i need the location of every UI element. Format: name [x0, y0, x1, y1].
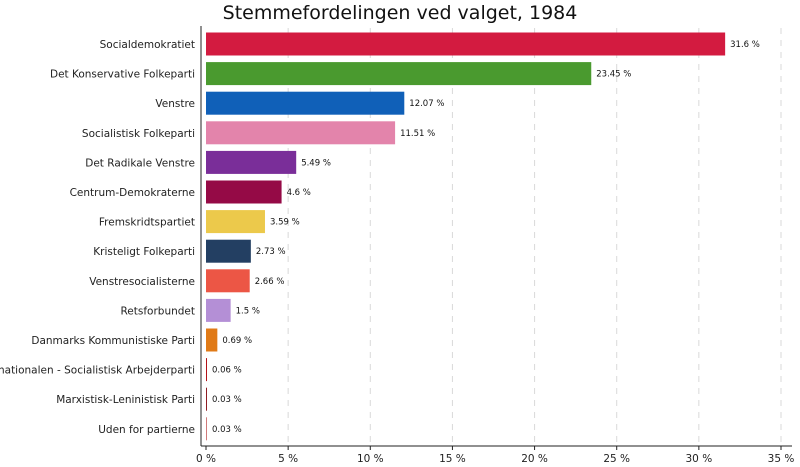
category-labels: Socialdemokratiet Det Konservative Folkep… [0, 39, 195, 436]
bar [206, 298, 231, 322]
value-label: 5.49 % [301, 158, 331, 168]
category-label: Uden for partierne [98, 424, 195, 436]
category-label: Socialdemokratiet [100, 39, 195, 51]
category-label: Venstresocialisterne [89, 276, 195, 288]
value-label: 2.66 % [255, 277, 285, 287]
bar [206, 210, 265, 234]
axes: 0 % 5 % 10 % 15 % 20 % 25 % 30 % 35 % [196, 26, 794, 465]
category-label: Centrum-Demokraterne [70, 187, 195, 199]
value-label: 0.69 % [222, 336, 252, 346]
x-tick-label: 35 % [768, 453, 795, 465]
value-label: 0.06 % [212, 366, 242, 376]
bars [206, 32, 726, 441]
category-label: Danmarks Kommunistiske Parti [31, 335, 195, 347]
value-label: 1.5 % [236, 306, 260, 316]
value-label: 12.07 % [409, 99, 444, 109]
category-label: Retsforbundet [120, 305, 195, 317]
x-tick-label: 0 % [196, 453, 216, 465]
category-label: Socialistisk Folkeparti [82, 128, 195, 140]
bar [206, 387, 207, 411]
bar [206, 150, 297, 174]
bar [206, 62, 592, 86]
value-label: 23.45 % [596, 70, 631, 80]
bar [206, 239, 251, 263]
category-label: Internationalen - Socialistisk Arbejderp… [0, 365, 195, 377]
bar [206, 269, 250, 293]
category-label: Kristeligt Folkeparti [93, 246, 195, 258]
x-tick-label: 10 % [357, 453, 384, 465]
bar [206, 121, 396, 145]
category-label: Marxistisk-Leninistisk Parti [56, 394, 195, 406]
bar [206, 417, 207, 441]
bar [206, 328, 218, 352]
x-tick-label: 25 % [603, 453, 630, 465]
bar [206, 32, 726, 56]
category-label: Venstre [155, 98, 195, 110]
x-tick-label: 15 % [439, 453, 466, 465]
bar [206, 358, 207, 382]
value-labels: 31.6 % 23.45 % 12.07 % 11.51 % 5.49 % 4.6 % 3.… [212, 40, 760, 435]
value-label: 31.6 % [730, 40, 760, 50]
category-label: Fremskridtspartiet [99, 217, 195, 229]
bar [206, 91, 405, 115]
x-tick-label: 5 % [278, 453, 298, 465]
value-label: 3.59 % [270, 218, 300, 228]
category-label: Det Radikale Venstre [85, 157, 195, 169]
value-label: 11.51 % [400, 129, 435, 139]
value-label: 4.6 % [287, 188, 311, 198]
x-tick-label: 20 % [521, 453, 548, 465]
value-label: 2.73 % [256, 247, 286, 257]
x-tick-label: 30 % [686, 453, 713, 465]
grid-lines [287, 28, 782, 446]
bar [206, 180, 282, 204]
value-label: 0.03 % [212, 395, 242, 405]
chart-title: Stemmefordelingen ved valget, 1984 [222, 2, 578, 24]
category-label: Det Konservative Folkeparti [50, 69, 195, 81]
value-label: 0.03 % [212, 425, 242, 435]
